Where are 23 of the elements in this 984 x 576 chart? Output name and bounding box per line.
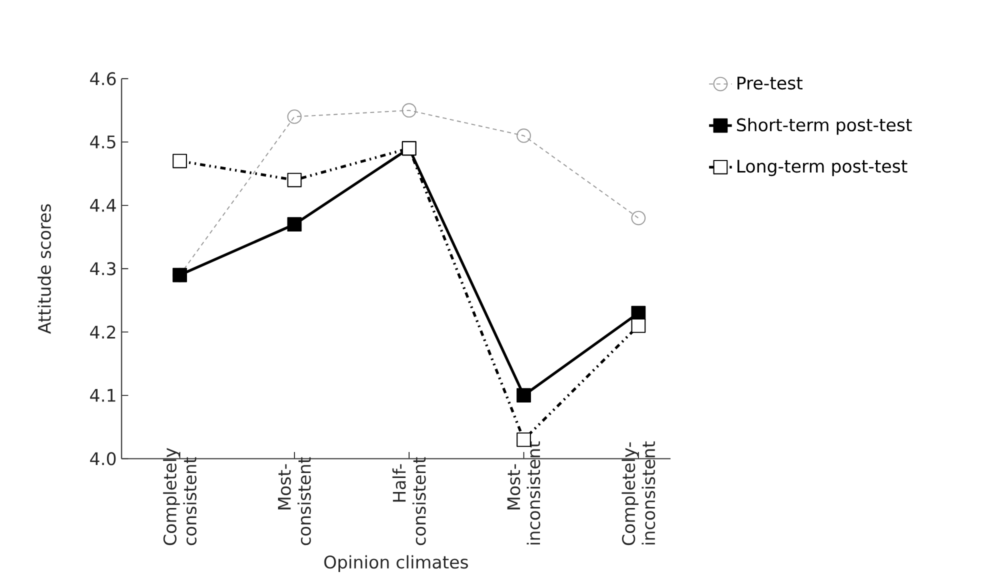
y-tick-label: 4.5 [90, 135, 116, 148]
legend-label: Pre-test [738, 76, 803, 90]
point [287, 216, 302, 232]
y-tick-label: 4.0 [90, 452, 116, 466]
point [516, 388, 531, 402]
y-tick-label: 4.2 [90, 325, 116, 338]
y-tick-label: 4.6 [90, 72, 116, 86]
point [631, 210, 646, 226]
point [516, 128, 531, 143]
x-tick-label: Completely consistent [163, 448, 197, 545]
y-tick-label: 4.3 [90, 262, 116, 276]
legend-label: Short-term post-test [736, 118, 912, 135]
legend-label: Long-term post-test [738, 160, 908, 176]
x-tick-label: Half-consistent [392, 457, 426, 545]
y-axis-title: Attitude scores [38, 204, 51, 334]
y-tick-label: 4.1 [90, 388, 116, 402]
x-tick-label: Completely-inconsistent [622, 441, 656, 545]
point [402, 102, 416, 118]
x-axis-title: Opinion climates [324, 554, 468, 572]
point [287, 109, 302, 124]
x-tick-label: Most-consistent [278, 457, 311, 545]
y-tick-label: 4.4 [90, 198, 116, 212]
x-tick-label: Most-inconsistent [507, 441, 540, 544]
